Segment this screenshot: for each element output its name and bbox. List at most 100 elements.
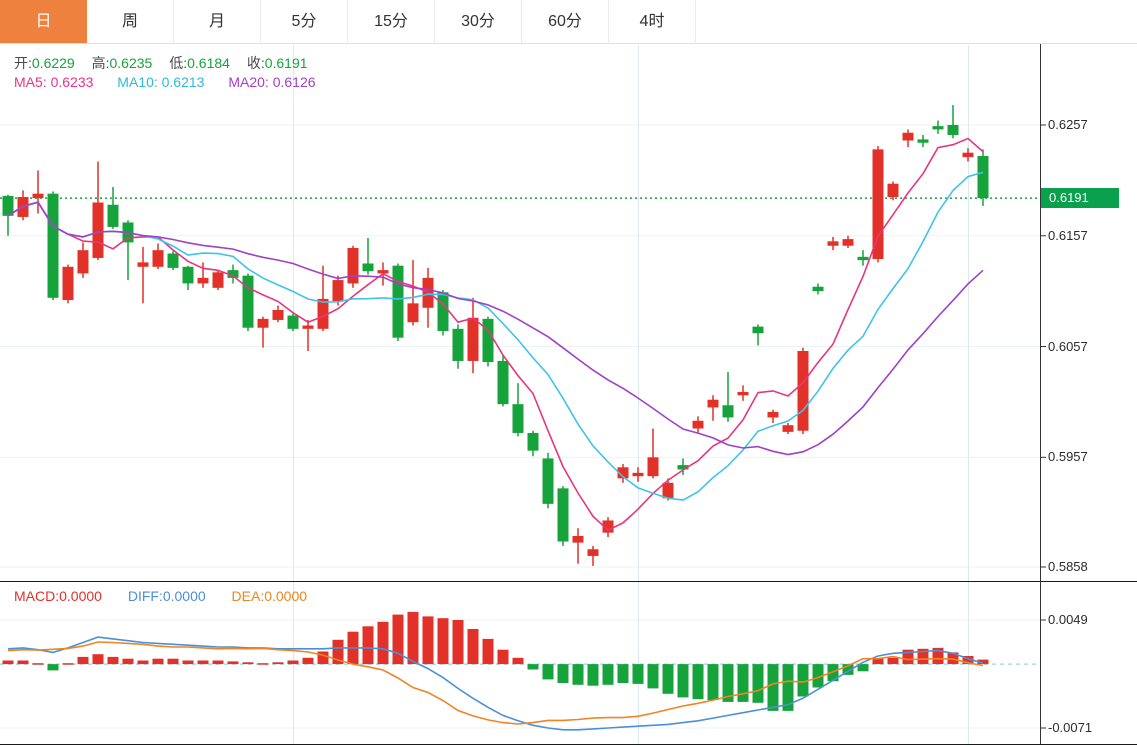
macd-bar bbox=[152, 658, 164, 665]
candle-body bbox=[497, 360, 509, 405]
candle-body bbox=[392, 265, 404, 338]
macd-histogram bbox=[2, 611, 989, 711]
candle-body bbox=[872, 149, 884, 260]
candle-body bbox=[347, 247, 359, 284]
macd-bar bbox=[182, 660, 194, 665]
candle-body bbox=[752, 326, 764, 334]
candle-body bbox=[197, 277, 209, 284]
tab-15分[interactable]: 15分 bbox=[348, 0, 435, 43]
candle-body bbox=[917, 139, 929, 143]
macd-bar bbox=[497, 649, 509, 665]
candle-body bbox=[437, 292, 449, 332]
macd-bar bbox=[212, 660, 224, 665]
macd-bar bbox=[92, 654, 104, 665]
high-value: 0.6235 bbox=[109, 55, 153, 71]
tab-30分[interactable]: 30分 bbox=[435, 0, 522, 43]
macd-value: MACD:0.0000 bbox=[14, 588, 102, 604]
diff-line bbox=[7, 636, 984, 731]
macd-bar bbox=[662, 664, 674, 694]
candle-body bbox=[32, 193, 44, 199]
candle-body bbox=[557, 488, 569, 542]
macd-bar bbox=[122, 658, 134, 665]
macd-legend: MACD:0.0000 DIFF:0.0000 DEA:0.0000 bbox=[14, 588, 307, 604]
open-value: 0.6229 bbox=[31, 55, 75, 71]
tab-5分[interactable]: 5分 bbox=[261, 0, 348, 43]
macd-bar bbox=[407, 611, 419, 665]
candle-body bbox=[692, 420, 704, 429]
candle-body bbox=[272, 309, 284, 320]
candle-body bbox=[407, 303, 419, 323]
macd-bar bbox=[797, 664, 809, 697]
price-axis-label: 0.5858 bbox=[1048, 559, 1088, 574]
candle-body bbox=[977, 156, 989, 199]
candle-body bbox=[632, 472, 644, 477]
macd-bar bbox=[542, 664, 554, 680]
price-axis-label: 0.5957 bbox=[1048, 449, 1088, 465]
macd-bar bbox=[2, 660, 14, 665]
macd-bar bbox=[617, 664, 629, 683]
high-label: 高: bbox=[91, 55, 110, 71]
macd-bar bbox=[47, 664, 59, 671]
diff-value: DIFF:0.0000 bbox=[127, 588, 206, 604]
macd-bar bbox=[722, 664, 734, 702]
macd-bar bbox=[362, 626, 374, 665]
ma-legend: MA5: 0.6233 MA10: 0.6213 MA20: 0.6126 bbox=[14, 74, 316, 90]
macd-bar bbox=[62, 663, 74, 665]
candle-body bbox=[2, 195, 14, 216]
candle-body bbox=[677, 465, 689, 470]
macd-bar bbox=[752, 664, 764, 703]
candles bbox=[2, 105, 989, 566]
candle-body bbox=[662, 482, 674, 499]
macd-bar bbox=[257, 663, 269, 665]
macd-bar bbox=[932, 647, 944, 665]
candle-body bbox=[542, 458, 554, 504]
candle-body bbox=[947, 125, 959, 135]
candle-body bbox=[812, 286, 824, 292]
candle-body bbox=[242, 275, 254, 328]
tab-周[interactable]: 周 bbox=[87, 0, 174, 43]
tab-日[interactable]: 日 bbox=[0, 0, 87, 43]
candle-body bbox=[362, 263, 374, 272]
candle-body bbox=[722, 405, 734, 418]
ma5-line bbox=[7, 137, 984, 532]
macd-bar bbox=[242, 662, 254, 665]
macd-bar bbox=[197, 660, 209, 665]
candle-body bbox=[842, 239, 854, 246]
candle-body bbox=[182, 266, 194, 284]
candle-body bbox=[512, 404, 524, 433]
candle-body bbox=[902, 132, 914, 141]
candle-body bbox=[827, 241, 839, 246]
macd-bar bbox=[902, 649, 914, 665]
macd-bar bbox=[557, 664, 569, 683]
macd-bar bbox=[482, 638, 494, 665]
macd-bar bbox=[602, 664, 614, 685]
dea-value: DEA:0.0000 bbox=[231, 588, 308, 604]
tab-60分[interactable]: 60分 bbox=[522, 0, 609, 43]
macd-bar bbox=[287, 660, 299, 665]
macd-bar bbox=[137, 660, 149, 665]
candle-body bbox=[572, 535, 584, 543]
macd-bar bbox=[272, 662, 284, 665]
ma20-value: MA20: 0.6126 bbox=[228, 74, 316, 90]
macd-bar bbox=[437, 618, 449, 665]
candle-body bbox=[602, 520, 614, 533]
candle-body bbox=[92, 202, 104, 258]
macd-bar bbox=[77, 656, 89, 665]
macd-bar bbox=[167, 658, 179, 665]
macd-bar bbox=[887, 657, 899, 665]
timeframe-tabbar: 日周月 5分 15分 30分 60分 4时 bbox=[0, 0, 1137, 44]
candle-body bbox=[62, 266, 74, 301]
macd-bar bbox=[812, 664, 824, 688]
tab-4时[interactable]: 4时 bbox=[609, 0, 696, 43]
macd-bar bbox=[677, 664, 689, 698]
tab-月[interactable]: 月 bbox=[174, 0, 261, 43]
macd-bar bbox=[842, 664, 854, 675]
ma10-value: MA10: 0.6213 bbox=[117, 74, 205, 90]
candle-body bbox=[737, 391, 749, 396]
candle-body bbox=[467, 317, 479, 361]
candle-body bbox=[47, 193, 59, 298]
candle-body bbox=[962, 152, 974, 158]
macd-axis-label: 0.0049 bbox=[1048, 612, 1088, 627]
